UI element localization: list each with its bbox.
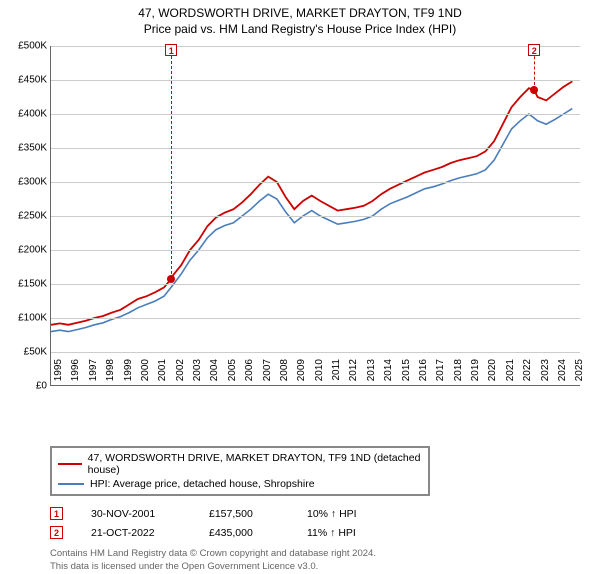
x-axis-label: 1996 bbox=[70, 359, 81, 389]
y-axis-label: £450K bbox=[0, 75, 47, 86]
marker-legend-row-1: 1 30-NOV-2001 £157,500 10% ↑ HPI bbox=[50, 504, 580, 523]
x-axis-label: 1999 bbox=[123, 359, 134, 389]
marker-number-2: 2 bbox=[50, 526, 63, 539]
x-axis-label: 1997 bbox=[88, 359, 99, 389]
y-axis-label: £250K bbox=[0, 211, 47, 222]
x-axis-label: 2025 bbox=[574, 359, 585, 389]
x-axis-label: 2011 bbox=[331, 359, 342, 389]
marker-vline bbox=[171, 46, 172, 279]
x-axis-label: 2006 bbox=[244, 359, 255, 389]
x-axis-label: 2010 bbox=[314, 359, 325, 389]
gridline-h bbox=[51, 46, 580, 47]
marker-delta-1: 10% ↑ HPI bbox=[307, 508, 387, 520]
marker-flag: 2 bbox=[528, 44, 540, 56]
y-axis-label: £150K bbox=[0, 279, 47, 290]
marker-point bbox=[167, 275, 175, 283]
x-axis-label: 2003 bbox=[192, 359, 203, 389]
chart-title-line1: 47, WORDSWORTH DRIVE, MARKET DRAYTON, TF… bbox=[0, 6, 600, 20]
marker-price-2: £435,000 bbox=[209, 527, 279, 539]
x-axis-label: 2002 bbox=[175, 359, 186, 389]
x-axis-label: 2017 bbox=[435, 359, 446, 389]
x-axis-label: 2001 bbox=[157, 359, 168, 389]
gridline-h bbox=[51, 216, 580, 217]
marker-delta-2: 11% ↑ HPI bbox=[307, 527, 387, 539]
legend-swatch-hpi bbox=[58, 483, 84, 485]
x-axis-label: 2015 bbox=[401, 359, 412, 389]
legend-box: 47, WORDSWORTH DRIVE, MARKET DRAYTON, TF… bbox=[50, 446, 430, 496]
y-axis-label: £200K bbox=[0, 245, 47, 256]
marker-legend: 1 30-NOV-2001 £157,500 10% ↑ HPI 2 21-OC… bbox=[50, 504, 580, 542]
gridline-h bbox=[51, 182, 580, 183]
y-axis-label: £0 bbox=[0, 381, 47, 392]
x-axis-label: 2021 bbox=[505, 359, 516, 389]
gridline-h bbox=[51, 114, 580, 115]
gridline-h bbox=[51, 352, 580, 353]
x-axis-label: 2020 bbox=[487, 359, 498, 389]
legend-row-subject: 47, WORDSWORTH DRIVE, MARKET DRAYTON, TF… bbox=[58, 451, 422, 477]
marker-date-1: 30-NOV-2001 bbox=[91, 508, 181, 520]
gridline-h bbox=[51, 318, 580, 319]
legend-label-hpi: HPI: Average price, detached house, Shro… bbox=[90, 478, 315, 490]
y-axis-label: £350K bbox=[0, 143, 47, 154]
gridline-h bbox=[51, 284, 580, 285]
x-axis-label: 2007 bbox=[262, 359, 273, 389]
footer-line1: Contains HM Land Registry data © Crown c… bbox=[50, 548, 580, 561]
x-axis-label: 2022 bbox=[522, 359, 533, 389]
footer-attribution: Contains HM Land Registry data © Crown c… bbox=[50, 548, 580, 574]
marker-flag: 1 bbox=[165, 44, 177, 56]
x-axis-label: 2024 bbox=[557, 359, 568, 389]
legend-swatch-subject bbox=[58, 463, 82, 465]
x-axis-label: 2019 bbox=[470, 359, 481, 389]
gridline-h bbox=[51, 80, 580, 81]
footer-line2: This data is licensed under the Open Gov… bbox=[50, 561, 580, 574]
marker-date-2: 21-OCT-2022 bbox=[91, 527, 181, 539]
x-axis-label: 2018 bbox=[453, 359, 464, 389]
marker-point bbox=[530, 86, 538, 94]
x-axis-label: 2000 bbox=[140, 359, 151, 389]
x-axis-label: 1995 bbox=[53, 359, 64, 389]
y-axis-label: £400K bbox=[0, 109, 47, 120]
legend-row-hpi: HPI: Average price, detached house, Shro… bbox=[58, 477, 422, 491]
chart-area: 12 £0£50K£100K£150K£200K£250K£300K£350K£… bbox=[50, 46, 580, 414]
gridline-h bbox=[51, 148, 580, 149]
x-axis-label: 2014 bbox=[383, 359, 394, 389]
marker-price-1: £157,500 bbox=[209, 508, 279, 520]
marker-number-1: 1 bbox=[50, 507, 63, 520]
y-axis-label: £100K bbox=[0, 313, 47, 324]
x-axis-label: 2008 bbox=[279, 359, 290, 389]
x-axis-label: 2004 bbox=[209, 359, 220, 389]
y-axis-label: £50K bbox=[0, 347, 47, 358]
legend-label-subject: 47, WORDSWORTH DRIVE, MARKET DRAYTON, TF… bbox=[88, 452, 422, 476]
x-axis-label: 2016 bbox=[418, 359, 429, 389]
series-line-subject bbox=[51, 81, 572, 324]
marker-legend-row-2: 2 21-OCT-2022 £435,000 11% ↑ HPI bbox=[50, 523, 580, 542]
gridline-h bbox=[51, 250, 580, 251]
x-axis-label: 2005 bbox=[227, 359, 238, 389]
x-axis-label: 1998 bbox=[105, 359, 116, 389]
x-axis-label: 2013 bbox=[366, 359, 377, 389]
x-axis-label: 2009 bbox=[296, 359, 307, 389]
chart-title-line2: Price paid vs. HM Land Registry's House … bbox=[0, 22, 600, 36]
x-axis-label: 2023 bbox=[540, 359, 551, 389]
y-axis-label: £300K bbox=[0, 177, 47, 188]
y-axis-label: £500K bbox=[0, 41, 47, 52]
plot-region: 12 bbox=[50, 46, 580, 386]
legend-block: 47, WORDSWORTH DRIVE, MARKET DRAYTON, TF… bbox=[50, 446, 580, 574]
x-axis-label: 2012 bbox=[348, 359, 359, 389]
